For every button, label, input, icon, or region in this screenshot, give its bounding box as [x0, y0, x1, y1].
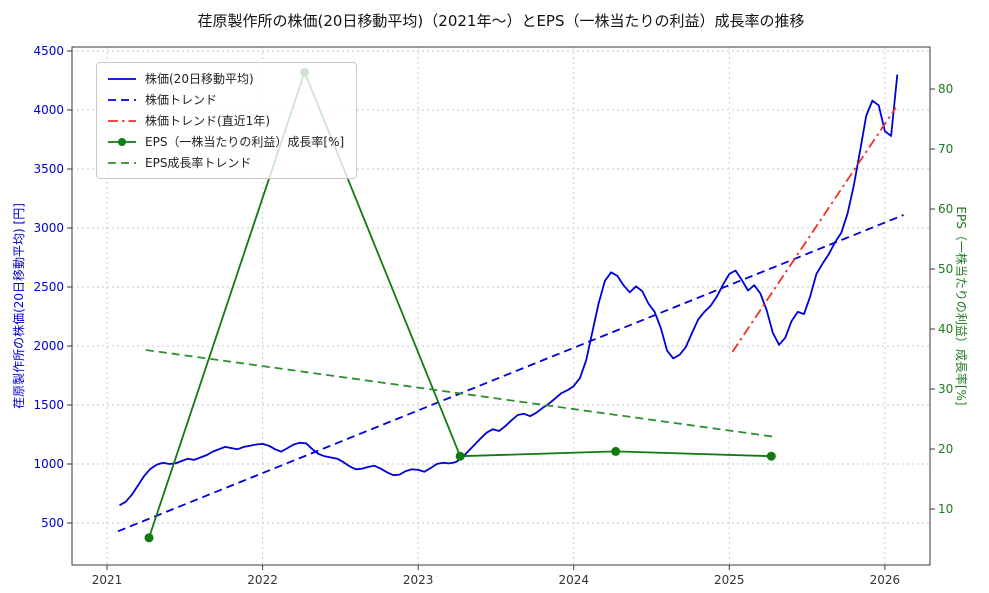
legend-item-stock-trend-recent: 株価トレンド(直近1年) — [106, 112, 344, 129]
x-tick-label: 2026 — [870, 573, 901, 587]
legend-swatch-stock-trend-icon — [108, 98, 136, 101]
legend-swatch-eps-growth-icon — [108, 137, 136, 146]
legend-swatch-stock-trend-recent-icon — [108, 119, 136, 122]
legend-item-eps-growth: EPS（一株当たりの利益）成長率[%] — [106, 133, 344, 150]
series-line-1 — [117, 214, 904, 533]
right-tick-label: 80 — [938, 82, 953, 96]
series-marker-3 — [144, 533, 154, 543]
right-tick-label: 60 — [938, 202, 953, 216]
right-tick-label: 30 — [938, 382, 953, 396]
x-tick-label: 2022 — [247, 573, 278, 587]
chart-title: 荏原製作所の株価(20日移動平均)（2021年～）とEPS（一株当たりの利益）成… — [197, 12, 805, 30]
left-tick-label: 2500 — [33, 280, 64, 294]
right-tick-label: 50 — [938, 262, 953, 276]
left-axis-label: 荏原製作所の株価(20日移動平均) [円] — [12, 203, 26, 409]
series-line-2 — [731, 107, 897, 353]
legend-item-eps-trend: EPS成長率トレンド — [106, 154, 344, 171]
left-tick-label: 1500 — [33, 398, 64, 412]
series-marker-3 — [766, 451, 776, 461]
legend-label-stock-trend: 株価トレンド — [145, 93, 218, 107]
right-axis-label: EPS（一株当たりの利益）成長率[%] — [954, 206, 968, 406]
series-marker-3 — [455, 451, 465, 461]
legend-swatch-eps-trend-icon — [108, 161, 136, 164]
legend-label-eps-growth: EPS（一株当たりの利益）成長率[%] — [145, 135, 345, 149]
legend-label-stock-trend-recent: 株価トレンド(直近1年) — [145, 114, 270, 128]
legend: 株価(20日移動平均) 株価トレンド 株価トレンド(直近1年) EPS（一株当た… — [96, 62, 358, 179]
right-tick-label: 70 — [938, 142, 953, 156]
x-tick-label: 2023 — [403, 573, 434, 587]
left-tick-label: 1000 — [33, 457, 64, 471]
legend-item-stock-price: 株価(20日移動平均) — [106, 70, 344, 87]
legend-item-stock-trend: 株価トレンド — [106, 91, 344, 108]
left-tick-label: 4500 — [33, 44, 64, 58]
right-tick-label: 40 — [938, 322, 953, 336]
legend-label-stock-price: 株価(20日移動平均) — [145, 72, 254, 86]
x-tick-label: 2024 — [558, 573, 589, 587]
series-marker-3 — [611, 446, 621, 456]
left-tick-label: 3500 — [33, 162, 64, 176]
left-tick-label: 4000 — [33, 103, 64, 117]
legend-swatch-stock-price-icon — [108, 77, 136, 80]
left-tick-label: 2000 — [33, 339, 64, 353]
series-line-0 — [119, 74, 899, 507]
legend-label-eps-trend: EPS成長率トレンド — [145, 156, 252, 170]
right-tick-label: 20 — [938, 442, 953, 456]
x-tick-label: 2021 — [92, 573, 123, 587]
left-tick-label: 500 — [41, 516, 64, 530]
plot-border — [71, 46, 931, 566]
x-tick-label: 2025 — [714, 573, 745, 587]
right-tick-label: 10 — [938, 502, 953, 516]
series-line-4 — [145, 349, 777, 438]
left-tick-label: 3000 — [33, 221, 64, 235]
